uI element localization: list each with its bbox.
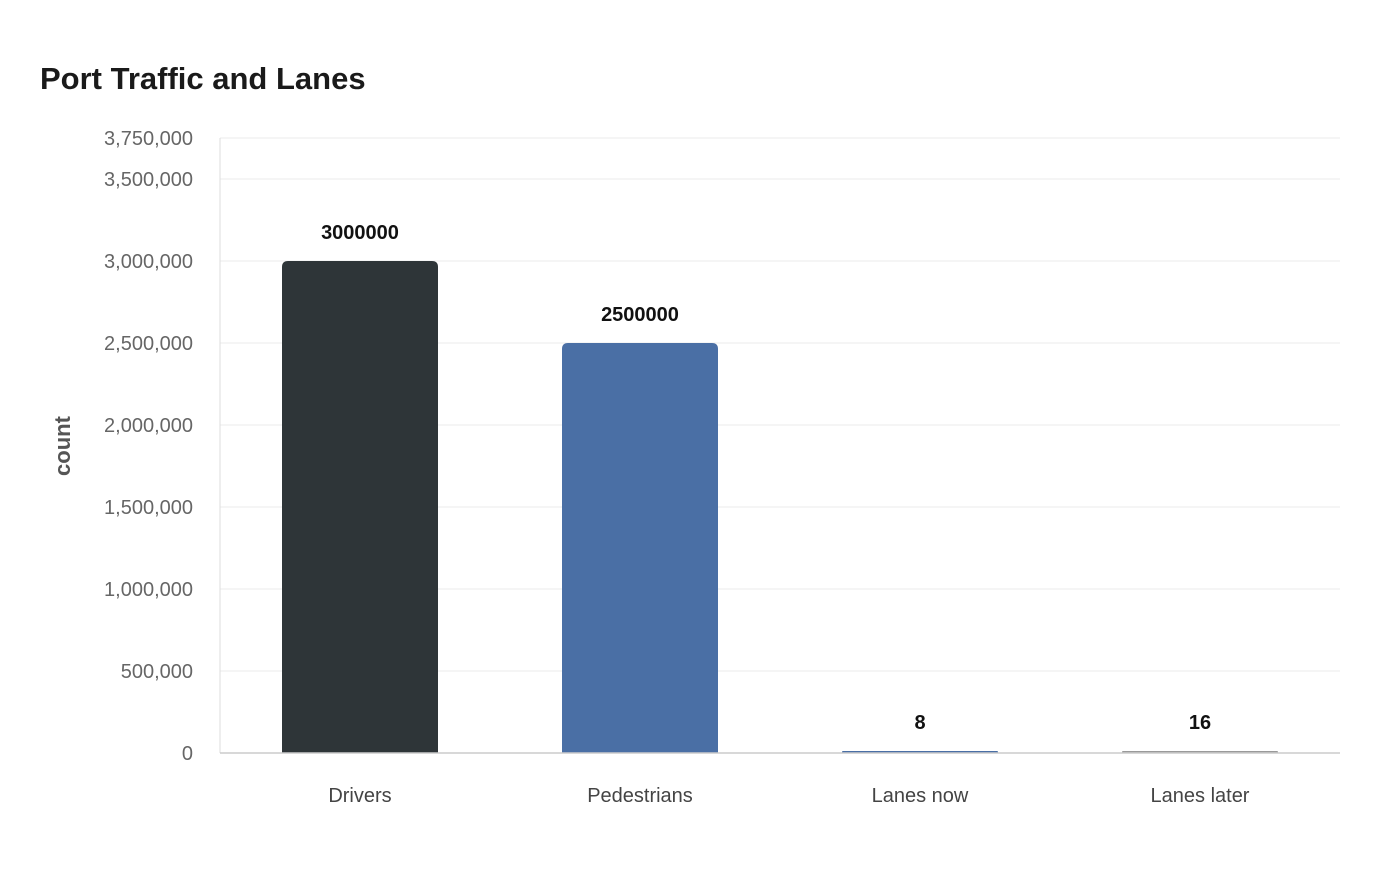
x-category-label: Drivers bbox=[328, 785, 391, 807]
data-label: 3000000 bbox=[321, 222, 399, 244]
y-tick-label: 3,750,000 bbox=[104, 128, 193, 150]
data-label: 16 bbox=[1189, 712, 1211, 734]
y-tick-label: 1,000,000 bbox=[104, 579, 193, 601]
y-tick-label: 500,000 bbox=[121, 661, 193, 683]
y-tick-label: 3,000,000 bbox=[104, 251, 193, 273]
x-axis-categories: Drivers Pedestrians Lanes now Lanes later bbox=[328, 785, 1249, 807]
y-tick-label: 3,500,000 bbox=[104, 169, 193, 191]
x-category-label: Pedestrians bbox=[587, 785, 693, 807]
data-label: 8 bbox=[914, 712, 925, 734]
data-label: 2500000 bbox=[601, 304, 679, 326]
x-category-label: Lanes later bbox=[1151, 785, 1250, 807]
data-labels: 3000000 2500000 8 16 bbox=[321, 222, 1211, 734]
chart-title: Port Traffic and Lanes bbox=[40, 61, 366, 96]
y-tick-label: 0 bbox=[182, 743, 193, 765]
x-category-label: Lanes now bbox=[872, 785, 969, 807]
y-axis-title: count bbox=[50, 415, 75, 476]
y-tick-label: 2,500,000 bbox=[104, 333, 193, 355]
bar bbox=[562, 343, 718, 753]
y-axis-ticks: 0 500,000 1,000,000 1,500,000 2,000,000 2,500… bbox=[104, 128, 193, 765]
y-tick-label: 2,000,000 bbox=[104, 415, 193, 437]
bars bbox=[282, 261, 1278, 753]
y-tick-label: 1,500,000 bbox=[104, 497, 193, 519]
bar bbox=[282, 261, 438, 753]
